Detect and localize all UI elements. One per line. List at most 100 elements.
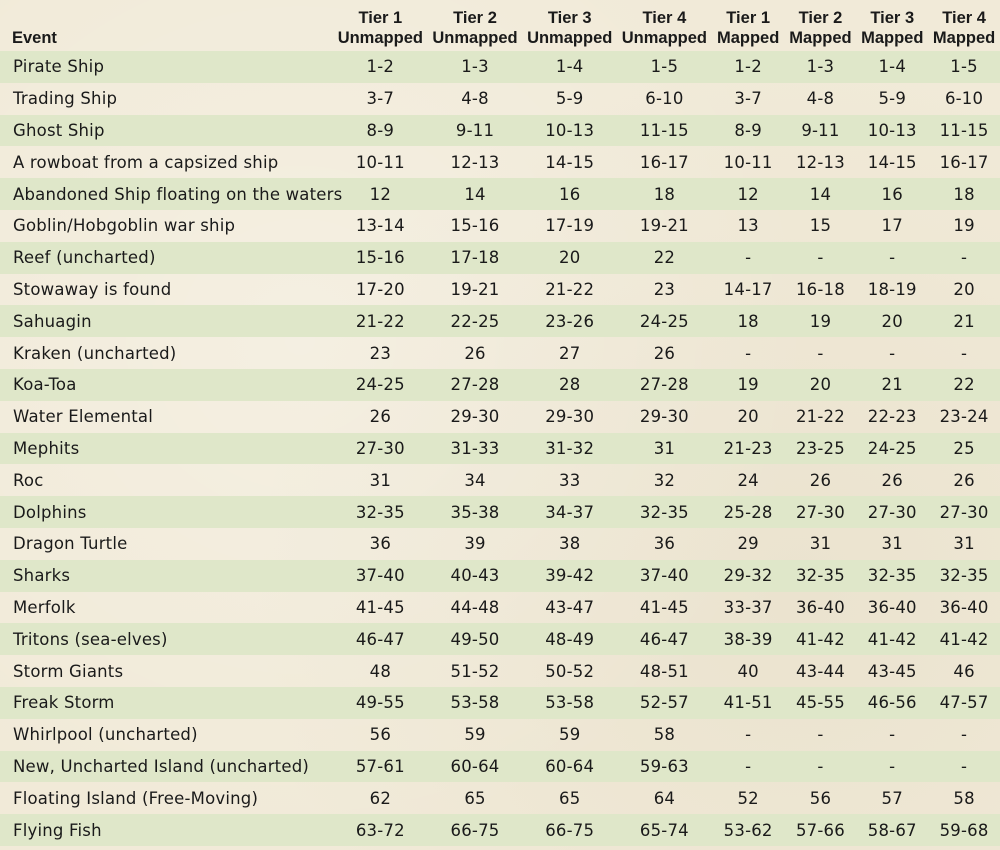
tier1-mapped-cell: 29-32: [711, 559, 785, 592]
event-cell: Sharks: [0, 559, 333, 592]
tier2-unmapped-cell: 66-75: [427, 814, 523, 846]
tier1-unmapped-cell: 24-25: [332, 368, 428, 401]
tier4-mapped-cell: 26: [953, 470, 975, 490]
table-row: Sharks 37-40 40-43 39-42 37-40 29-32 32-35 32-3…: [0, 559, 1000, 592]
tier3-mapped-cell: 31: [881, 534, 903, 554]
tier3-unmapped-cell: 33: [559, 470, 581, 490]
tier4-mapped-cell: -: [961, 343, 968, 363]
tier4-mapped-cell: 41-42: [928, 623, 1000, 656]
tier4-mapped-cell: 58: [953, 788, 975, 808]
tier2-mapped-cell: 9-11: [784, 114, 857, 147]
tier4-mapped-cell: 19: [953, 216, 975, 236]
tier2-mapped-cell: 31: [809, 534, 832, 554]
column-header-tier4-mapped: Tier 4 Mapped: [932, 9, 996, 47]
tier4-mapped-cell: 21: [928, 305, 1000, 338]
tier4-unmapped-cell: 22: [617, 241, 712, 274]
tier4-unmapped-cell: 41-45: [639, 597, 689, 617]
tier3-mapped-cell: 22-23: [867, 407, 917, 427]
tier1-unmapped-cell: 48: [369, 661, 392, 681]
tier1-mapped-cell: 3-7: [734, 89, 762, 109]
tier2-mapped-cell: 45-55: [784, 686, 857, 719]
event-cell: Trading Ship: [13, 89, 118, 109]
tier1-mapped-cell: 24: [737, 470, 759, 490]
tier1-mapped-cell: 13: [737, 216, 759, 236]
tier4-unmapped-cell: 32-35: [617, 496, 712, 528]
tier2-unmapped-cell: 1-3: [427, 51, 523, 83]
tier3-mapped-cell: 21: [856, 368, 929, 401]
table-row: Stowaway is found 17-20 19-21 21-22 23 14-17 1…: [0, 274, 1000, 306]
tier4-mapped-cell: 18: [928, 178, 1000, 210]
tier3-unmapped-cell: 23-26: [522, 305, 618, 338]
tier3-unmapped-cell: 59: [559, 725, 581, 745]
tier1-unmapped-cell: 37-40: [332, 559, 428, 592]
tier1-mapped-cell: 38-39: [711, 623, 785, 656]
tier1-unmapped-cell: 23: [369, 343, 392, 363]
tier2-unmapped-cell: 22-25: [427, 305, 523, 338]
event-cell: Stowaway is found: [13, 279, 172, 299]
tier4-unmapped-cell: 65-74: [617, 814, 712, 846]
tier4-unmapped-cell: 64: [653, 788, 676, 808]
column-header-tier3-unmapped: Tier 3 Unmapped: [527, 9, 613, 47]
tier3-unmapped-cell: 1-4: [522, 51, 618, 83]
tier4-mapped-cell: 59-68: [928, 814, 1000, 846]
tier3-mapped-cell: 17: [881, 216, 903, 236]
table-row: Water Elemental 26 29-30 29-30 29-30 20 21-22 2…: [0, 401, 1000, 433]
tier4-unmapped-cell: 46-47: [617, 623, 712, 656]
tier2-mapped-cell: -: [817, 725, 824, 745]
event-cell: Storm Giants: [13, 661, 124, 681]
tier1-mapped-cell: -: [711, 750, 785, 783]
tier2-mapped-cell: 15: [809, 216, 832, 236]
table-row: Reef (uncharted) 15-16 17-18 20 22- - - -: [0, 241, 1000, 274]
tier4-unmapped-cell: 29-30: [639, 407, 689, 427]
tier1-unmapped-cell: 32-35: [332, 496, 428, 528]
tier3-unmapped-cell: 20: [522, 241, 618, 274]
event-cell: Merfolk: [13, 597, 76, 617]
tier1-mapped-cell: 29: [737, 534, 759, 554]
tier1-mapped-cell: 53-62: [711, 814, 785, 846]
tier2-mapped-cell: 23-25: [784, 432, 857, 465]
tier1-unmapped-cell: 15-16: [332, 241, 428, 274]
tier3-unmapped-cell: 17-19: [545, 216, 595, 236]
table-row: Freak Storm 49-55 53-58 53-58 52-57 41-51 45-5…: [0, 686, 1000, 719]
tier3-unmapped-cell: 14-15: [545, 152, 595, 172]
table-row: Dragon Turtle 36 39 38 36 29 31 31 31: [0, 528, 1000, 560]
table-row: Sahuagin 21-22 22-25 23-26 24-25 18 19 20 21: [0, 305, 1000, 338]
tier3-unmapped-cell: 65: [559, 788, 581, 808]
tier1-mapped-cell: 10-11: [723, 152, 773, 172]
event-cell: A rowboat from a capsized ship: [13, 152, 279, 172]
tier4-unmapped-cell: 23: [653, 279, 676, 299]
event-cell: Ghost Ship: [0, 114, 333, 147]
tier3-mapped-cell: 46-56: [856, 686, 929, 719]
tier3-mapped-cell: -: [889, 725, 896, 745]
tier4-mapped-cell: 23-24: [939, 407, 989, 427]
tier4-mapped-cell: 47-57: [928, 686, 1000, 719]
tier2-unmapped-cell: 12-13: [450, 152, 500, 172]
tier4-mapped-cell: 16-17: [939, 152, 989, 172]
tier4-unmapped-cell: 26: [653, 343, 676, 363]
tier3-unmapped-cell: 53-58: [522, 686, 618, 719]
tier3-mapped-cell: 41-42: [856, 623, 929, 656]
tier1-mapped-cell: 25-28: [711, 496, 785, 528]
tier1-mapped-cell: 18: [711, 305, 785, 338]
tier1-mapped-cell: -: [711, 241, 785, 274]
table-row: Abandoned Ship floating on the waters 12 1…: [0, 178, 1000, 210]
tier4-mapped-cell: 32-35: [928, 559, 1000, 592]
tier4-mapped-cell: 46: [953, 661, 975, 681]
tier2-unmapped-cell: 19-21: [450, 279, 500, 299]
tier1-unmapped-cell: 36: [369, 534, 392, 554]
tier2-unmapped-cell: 39: [464, 534, 486, 554]
tier1-unmapped-cell: 49-55: [332, 686, 428, 719]
tier4-mapped-cell: 27-30: [928, 496, 1000, 528]
tier2-unmapped-cell: 44-48: [450, 597, 500, 617]
tier4-unmapped-cell: 6-10: [645, 89, 684, 109]
tier3-unmapped-cell: 34-37: [522, 496, 618, 528]
tier4-mapped-cell: 1-5: [928, 51, 1000, 83]
table-row: Whirlpool (uncharted) 56 59 59 58 - - - -: [0, 719, 1000, 751]
tier3-mapped-cell: 26: [881, 470, 903, 490]
tier1-unmapped-cell: 21-22: [332, 305, 428, 338]
tier4-unmapped-cell: 31: [617, 432, 712, 465]
tier2-unmapped-cell: 65: [464, 788, 486, 808]
tier2-mapped-cell: 1-3: [784, 51, 857, 83]
tier2-unmapped-cell: 49-50: [427, 623, 523, 656]
